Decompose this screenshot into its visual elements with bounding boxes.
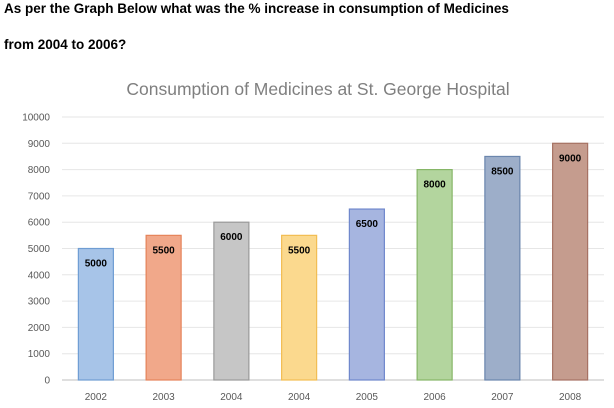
bar-2005 <box>348 208 385 381</box>
chart-title: Consumption of Medicines at St. George H… <box>126 79 509 99</box>
bar-2006 <box>416 169 453 381</box>
y-tick-label: 5000 <box>28 244 51 255</box>
data-label: 5500 <box>288 245 311 256</box>
x-tick-label: 2003 <box>153 392 176 403</box>
question-line-2: from 2004 to 2006? <box>4 37 127 52</box>
data-label: 5500 <box>153 245 176 256</box>
data-label: 6500 <box>356 219 379 230</box>
bar-2003 <box>145 234 182 381</box>
bar-2007 <box>484 155 521 381</box>
y-tick-label: 6000 <box>28 218 51 229</box>
data-label: 6000 <box>220 232 243 243</box>
y-tick-label: 7000 <box>28 191 51 202</box>
x-tick-label: 2007 <box>491 392 514 403</box>
x-tick-label: 2005 <box>356 392 379 403</box>
bar-2008 <box>552 142 589 381</box>
y-tick-label: 3000 <box>28 297 51 308</box>
y-tick-label: 10000 <box>22 113 50 124</box>
y-tick-label: 0 <box>44 376 50 387</box>
x-tick-label: 2004 <box>220 392 243 403</box>
data-label: 5000 <box>85 259 108 270</box>
x-tick-label: 2006 <box>424 392 447 403</box>
x-tick-label: 2002 <box>85 392 108 403</box>
data-label: 8500 <box>491 166 514 177</box>
data-label: 9000 <box>559 153 582 164</box>
y-tick-label: 4000 <box>28 270 51 281</box>
bar-2002 <box>77 247 114 381</box>
question-line-1: As per the Graph Below what was the % in… <box>4 1 509 16</box>
bar-2004 <box>281 234 318 381</box>
y-tick-label: 9000 <box>28 139 51 150</box>
y-tick-label: 1000 <box>28 349 51 360</box>
bar-2004 <box>213 221 250 381</box>
x-tick-label: 2004 <box>288 392 311 403</box>
y-tick-label: 2000 <box>28 323 51 334</box>
x-tick-label: 2008 <box>559 392 582 403</box>
y-tick-label: 8000 <box>28 165 51 176</box>
data-label: 8000 <box>424 180 447 191</box>
